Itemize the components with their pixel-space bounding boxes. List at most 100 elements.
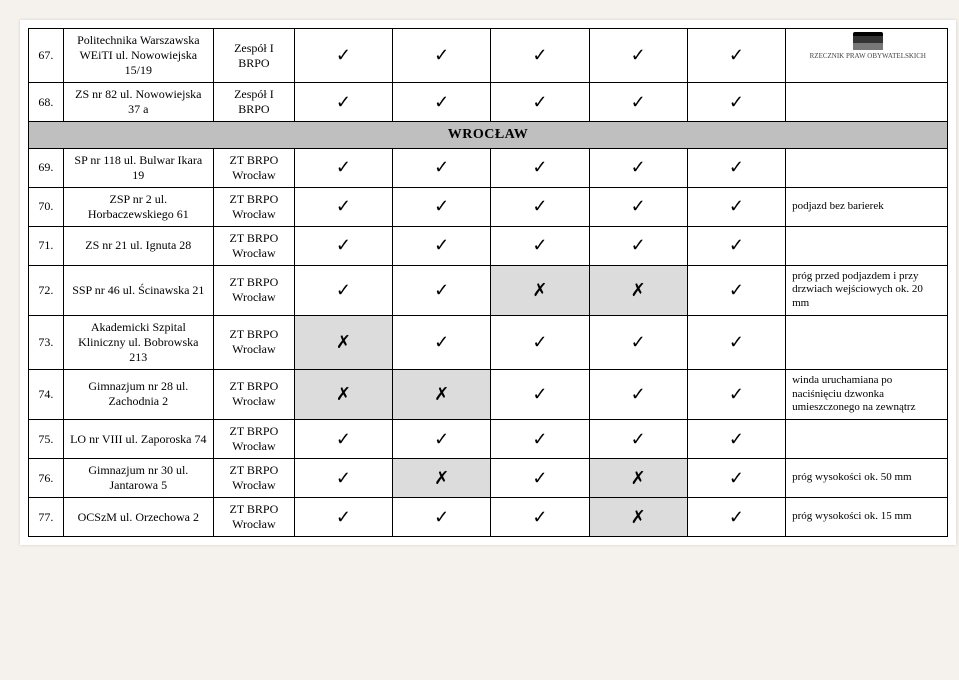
team-cell: ZT BRPO Wrocław bbox=[213, 498, 294, 537]
team-cell: ZT BRPO Wrocław bbox=[213, 315, 294, 369]
check-mark: ✓ bbox=[491, 315, 589, 369]
team-cell: ZT BRPO Wrocław bbox=[213, 369, 294, 419]
check-mark: ✓ bbox=[491, 148, 589, 187]
audit-table: 67.Politechnika Warszawska WEiTI ul. Now… bbox=[28, 28, 948, 537]
table-row: 76.Gimnazjum nr 30 ul. Jantarowa 5ZT BRP… bbox=[29, 459, 948, 498]
check-mark: ✓ bbox=[491, 369, 589, 419]
team-cell: ZT BRPO Wrocław bbox=[213, 420, 294, 459]
check-mark: ✓ bbox=[491, 498, 589, 537]
note-cell bbox=[786, 315, 948, 369]
check-mark: ✓ bbox=[589, 226, 687, 265]
row-number: 69. bbox=[29, 148, 64, 187]
check-mark: ✓ bbox=[687, 148, 785, 187]
check-mark: ✓ bbox=[589, 83, 687, 122]
check-mark: ✓ bbox=[687, 187, 785, 226]
institution-cell: Akademicki Szpital Kliniczny ul. Bobrows… bbox=[63, 315, 213, 369]
row-number: 71. bbox=[29, 226, 64, 265]
table-row: 68.ZS nr 82 ul. Nowowiejska 37 aZespół I… bbox=[29, 83, 948, 122]
check-mark: ✓ bbox=[491, 187, 589, 226]
check-mark: ✓ bbox=[393, 29, 491, 83]
table-row: 74.Gimnazjum nr 28 ul. Zachodnia 2ZT BRP… bbox=[29, 369, 948, 419]
note-cell bbox=[786, 83, 948, 122]
check-mark: ✓ bbox=[393, 315, 491, 369]
check-mark: ✓ bbox=[491, 459, 589, 498]
institution-cell: OCSzM ul. Orzechowa 2 bbox=[63, 498, 213, 537]
note-cell: próg przed podjazdem i przy drzwiach wej… bbox=[786, 265, 948, 315]
check-mark: ✓ bbox=[393, 148, 491, 187]
institution-cell: Politechnika Warszawska WEiTI ul. Nowowi… bbox=[63, 29, 213, 83]
row-number: 72. bbox=[29, 265, 64, 315]
team-cell: ZT BRPO Wrocław bbox=[213, 187, 294, 226]
institution-cell: ZS nr 82 ul. Nowowiejska 37 a bbox=[63, 83, 213, 122]
check-mark: ✓ bbox=[393, 226, 491, 265]
check-mark: ✓ bbox=[687, 459, 785, 498]
cross-mark: ✗ bbox=[589, 498, 687, 537]
check-mark: ✓ bbox=[491, 420, 589, 459]
cross-mark: ✗ bbox=[393, 369, 491, 419]
check-mark: ✓ bbox=[294, 83, 392, 122]
header-logo: RZECZNIK PRAW OBYWATELSKICH bbox=[810, 32, 926, 60]
logo-caption: RZECZNIK PRAW OBYWATELSKICH bbox=[810, 52, 926, 60]
team-cell: ZT BRPO Wrocław bbox=[213, 459, 294, 498]
check-mark: ✓ bbox=[589, 29, 687, 83]
check-mark: ✓ bbox=[491, 226, 589, 265]
check-mark: ✓ bbox=[393, 187, 491, 226]
cross-mark: ✗ bbox=[393, 459, 491, 498]
institution-cell: Gimnazjum nr 30 ul. Jantarowa 5 bbox=[63, 459, 213, 498]
note-cell: podjazd bez barierek bbox=[786, 187, 948, 226]
check-mark: ✓ bbox=[687, 369, 785, 419]
check-mark: ✓ bbox=[687, 315, 785, 369]
note-cell bbox=[786, 420, 948, 459]
team-cell: ZT BRPO Wrocław bbox=[213, 265, 294, 315]
note-cell: winda uruchamiana po naciśnięciu dzwonka… bbox=[786, 369, 948, 419]
table-row: 71.ZS nr 21 ul. Ignuta 28ZT BRPO Wrocław… bbox=[29, 226, 948, 265]
check-mark: ✓ bbox=[393, 265, 491, 315]
table-row: 75.LO nr VIII ul. Zaporoska 74ZT BRPO Wr… bbox=[29, 420, 948, 459]
check-mark: ✓ bbox=[687, 83, 785, 122]
check-mark: ✓ bbox=[294, 265, 392, 315]
row-number: 67. bbox=[29, 29, 64, 83]
check-mark: ✓ bbox=[491, 83, 589, 122]
cross-mark: ✗ bbox=[491, 265, 589, 315]
check-mark: ✓ bbox=[491, 29, 589, 83]
note-cell: próg wysokości ok. 50 mm bbox=[786, 459, 948, 498]
note-cell: próg wysokości ok. 15 mm bbox=[786, 498, 948, 537]
cross-mark: ✗ bbox=[294, 315, 392, 369]
institution-cell: ZS nr 21 ul. Ignuta 28 bbox=[63, 226, 213, 265]
table-row: 69.SP nr 118 ul. Bulwar Ikara 19ZT BRPO … bbox=[29, 148, 948, 187]
check-mark: ✓ bbox=[589, 315, 687, 369]
check-mark: ✓ bbox=[294, 187, 392, 226]
check-mark: ✓ bbox=[589, 420, 687, 459]
check-mark: ✓ bbox=[589, 369, 687, 419]
section-row: WROCŁAW bbox=[29, 122, 948, 149]
check-mark: ✓ bbox=[393, 498, 491, 537]
row-number: 74. bbox=[29, 369, 64, 419]
note-cell bbox=[786, 148, 948, 187]
institution-cell: Gimnazjum nr 28 ul. Zachodnia 2 bbox=[63, 369, 213, 419]
check-mark: ✓ bbox=[687, 29, 785, 83]
check-mark: ✓ bbox=[294, 29, 392, 83]
check-mark: ✓ bbox=[687, 420, 785, 459]
row-number: 76. bbox=[29, 459, 64, 498]
table-row: 70.ZSP nr 2 ul. Horbaczewskiego 61ZT BRP… bbox=[29, 187, 948, 226]
institution-cell: SSP nr 46 ul. Ścinawska 21 bbox=[63, 265, 213, 315]
logo-icon bbox=[853, 32, 883, 50]
row-number: 73. bbox=[29, 315, 64, 369]
check-mark: ✓ bbox=[589, 187, 687, 226]
institution-cell: SP nr 118 ul. Bulwar Ikara 19 bbox=[63, 148, 213, 187]
cross-mark: ✗ bbox=[294, 369, 392, 419]
check-mark: ✓ bbox=[589, 148, 687, 187]
cross-mark: ✗ bbox=[589, 265, 687, 315]
check-mark: ✓ bbox=[687, 226, 785, 265]
check-mark: ✓ bbox=[294, 226, 392, 265]
cross-mark: ✗ bbox=[589, 459, 687, 498]
team-cell: ZT BRPO Wrocław bbox=[213, 148, 294, 187]
check-mark: ✓ bbox=[294, 148, 392, 187]
institution-cell: ZSP nr 2 ul. Horbaczewskiego 61 bbox=[63, 187, 213, 226]
institution-cell: LO nr VIII ul. Zaporoska 74 bbox=[63, 420, 213, 459]
table-row: 77.OCSzM ul. Orzechowa 2ZT BRPO Wrocław ✓… bbox=[29, 498, 948, 537]
row-number: 70. bbox=[29, 187, 64, 226]
row-number: 77. bbox=[29, 498, 64, 537]
check-mark: ✓ bbox=[393, 83, 491, 122]
check-mark: ✓ bbox=[687, 498, 785, 537]
